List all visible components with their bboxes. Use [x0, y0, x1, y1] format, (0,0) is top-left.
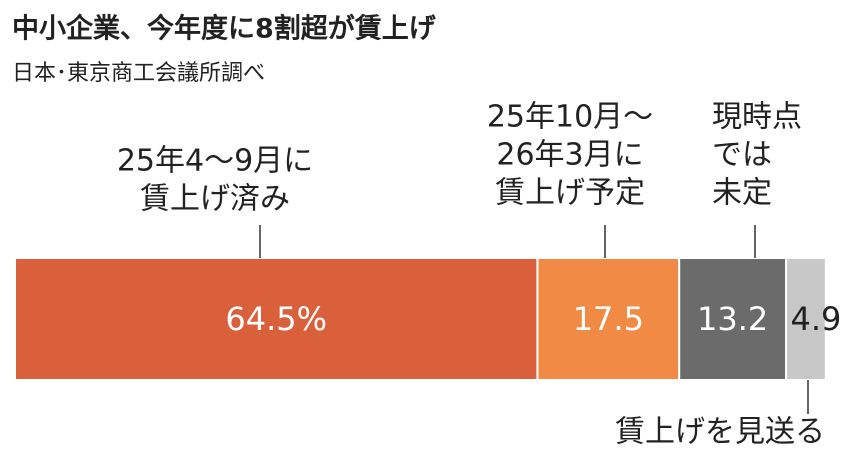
segment-label: では — [712, 138, 772, 173]
segment-label: 25年4〜9月に — [117, 144, 313, 179]
value-label: 17.5 — [573, 300, 644, 338]
bar-segment — [678, 257, 788, 381]
segment-label: 賃上げ予定 — [495, 176, 645, 211]
bar-segment — [536, 257, 681, 381]
segment-label: 賃上げ済み — [140, 182, 290, 217]
value-label: 13.2 — [697, 300, 768, 338]
segment-label: 現時点 — [712, 100, 802, 135]
bar-segment — [785, 257, 827, 381]
value-label: 4.9 — [791, 300, 842, 338]
segment-label: 25年10月〜 — [487, 100, 653, 135]
value-label: 64.5% — [225, 300, 327, 338]
segment-label: 26年3月に — [496, 138, 643, 173]
segment-label: 未定 — [712, 176, 772, 211]
chart-subtitle: 日本･東京商工会議所調べ — [12, 61, 265, 86]
bar-segment — [14, 257, 539, 381]
segment-label: 賃上げを見送る — [615, 415, 825, 450]
chart-title: 中小企業、今年度に8割超が賃上げ — [12, 13, 437, 45]
